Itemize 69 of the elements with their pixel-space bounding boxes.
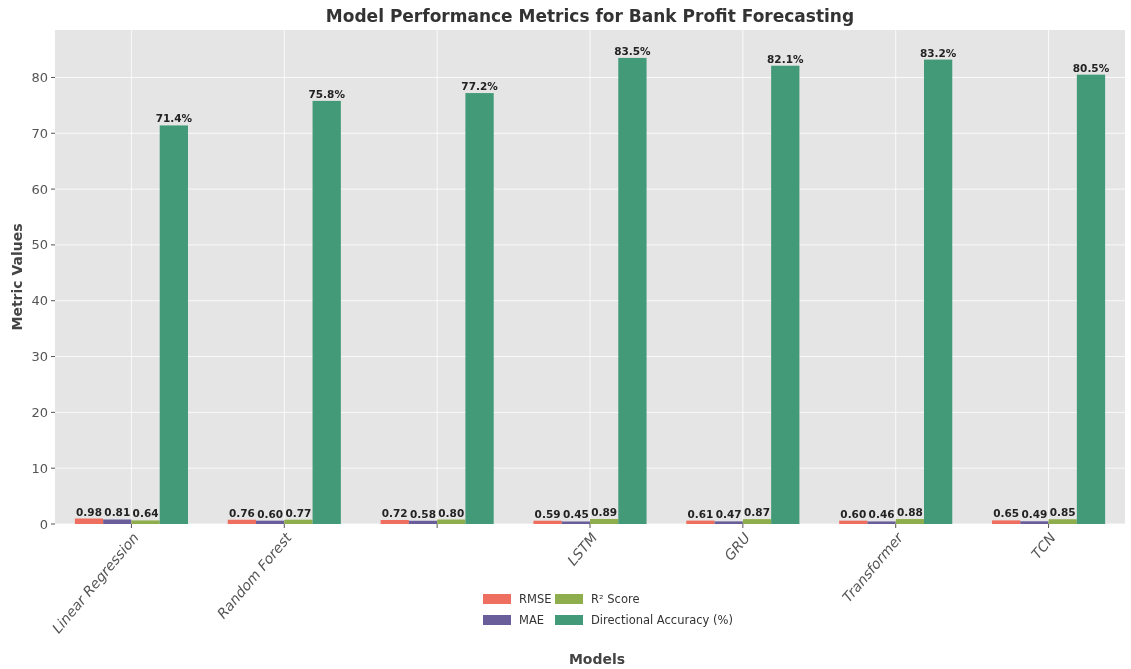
bar xyxy=(380,519,409,524)
bar xyxy=(771,65,800,524)
chart-title: Model Performance Metrics for Bank Profit Forecasting xyxy=(325,6,855,26)
data-label: 0.88 xyxy=(896,506,923,519)
x-axis-title: Models xyxy=(568,651,626,667)
data-label: 0.45 xyxy=(562,508,589,521)
y-tick-label: 20 xyxy=(31,404,48,420)
data-label: 0.98 xyxy=(76,505,102,518)
bar xyxy=(1020,521,1049,524)
data-label: 0.61 xyxy=(687,507,714,520)
bar xyxy=(284,519,313,524)
bar xyxy=(923,59,953,524)
y-tick-label: 0 xyxy=(39,516,48,532)
bar xyxy=(618,57,647,524)
legend-label: MAE xyxy=(519,613,545,627)
data-label: 0.46 xyxy=(868,508,895,521)
bar xyxy=(992,520,1021,524)
bar xyxy=(465,93,494,524)
y-tick-label: 70 xyxy=(31,125,48,141)
legend-label: RMSE xyxy=(519,592,552,606)
bar xyxy=(686,520,715,524)
bar xyxy=(714,521,743,524)
bar xyxy=(742,519,772,524)
data-label: 0.65 xyxy=(993,507,1020,520)
bar xyxy=(1076,74,1106,524)
bar xyxy=(74,518,104,524)
data-label: 0.72 xyxy=(381,506,408,519)
y-tick-label: 30 xyxy=(31,349,48,365)
data-label: 0.60 xyxy=(257,507,284,520)
data-label: 0.89 xyxy=(591,506,618,519)
y-axis-title: Metric Values xyxy=(9,223,25,331)
data-label: 82.1% xyxy=(767,52,804,65)
data-label: 83.5% xyxy=(614,44,652,57)
data-label: 80.5% xyxy=(1072,61,1110,74)
data-label: 0.85 xyxy=(1049,506,1076,519)
data-label: 0.64 xyxy=(132,507,159,520)
bar xyxy=(159,125,188,524)
data-label: 0.77 xyxy=(285,506,312,519)
data-label: 77.2% xyxy=(461,80,499,93)
legend-label: R² Score xyxy=(591,592,640,606)
y-tick-label: 80 xyxy=(31,70,48,85)
data-label: 0.80 xyxy=(438,506,465,519)
data-label: 0.59 xyxy=(534,507,561,520)
y-tick-label: 50 xyxy=(31,237,48,253)
data-label: 0.76 xyxy=(228,506,255,519)
data-label: 0.58 xyxy=(410,507,436,520)
y-tick-label: 60 xyxy=(31,181,48,197)
bar xyxy=(1048,519,1077,524)
data-label: 75.8% xyxy=(308,87,346,100)
bar xyxy=(590,519,619,524)
data-label: 0.47 xyxy=(715,508,742,521)
bar xyxy=(533,520,562,524)
bar xyxy=(561,521,590,524)
bar xyxy=(103,519,132,524)
data-label: 0.87 xyxy=(744,506,770,519)
data-label: 71.4% xyxy=(155,112,193,125)
y-tick-label: 40 xyxy=(31,293,48,309)
data-label: 0.81 xyxy=(104,506,131,519)
data-label: 0.49 xyxy=(1021,508,1048,521)
bar xyxy=(312,100,341,524)
data-label: 0.60 xyxy=(840,507,867,520)
bar xyxy=(408,520,438,524)
bar xyxy=(895,519,924,524)
legend-label: Directional Accuracy (%) xyxy=(591,613,733,627)
y-tick-label: 10 xyxy=(31,460,48,476)
bar xyxy=(131,520,160,524)
bar xyxy=(867,521,896,524)
data-label: 83.2% xyxy=(919,46,957,59)
bar xyxy=(227,519,257,524)
